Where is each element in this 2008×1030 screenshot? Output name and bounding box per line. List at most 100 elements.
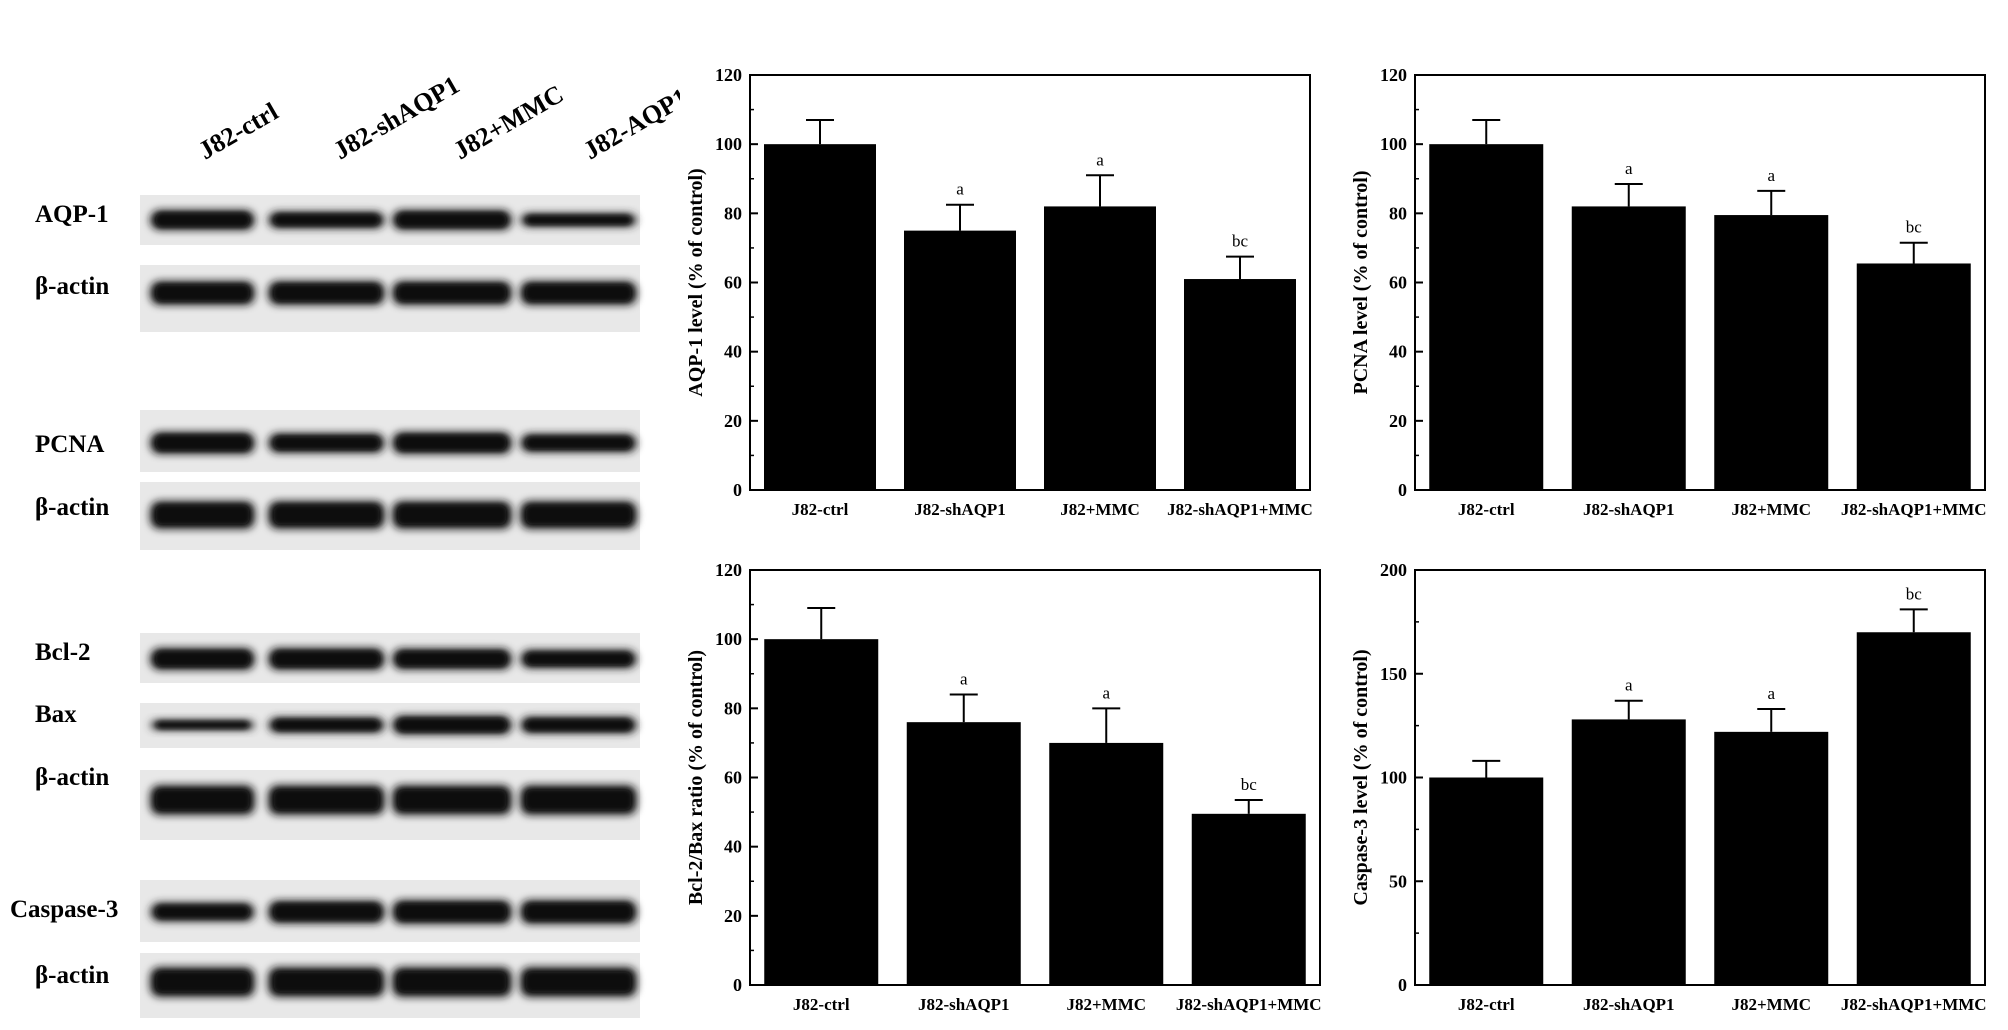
y-tick-label: 100 <box>1380 134 1407 154</box>
bar <box>1191 813 1306 985</box>
blot-band-core <box>526 904 631 920</box>
x-tick-label: J82-shAQP1+MMC <box>1176 995 1322 1014</box>
significance-label: a <box>1102 683 1110 702</box>
blot-band-core <box>156 285 249 301</box>
chart-pcna: 0 20 40 60 80 100 120 PCNA level (% of control)… <box>1350 65 1987 519</box>
x-tick-label: J82-shAQP1+MMC <box>1841 995 1987 1014</box>
bar <box>1714 731 1829 985</box>
x-tick-label: J82-shAQP1+MMC <box>1841 500 1987 519</box>
blot-band-core <box>398 718 506 732</box>
blot-band-core <box>526 285 631 301</box>
blot-band-core <box>398 505 506 525</box>
bar <box>1856 263 1971 490</box>
y-axis-label: Caspase-3 level (% of control) <box>1350 649 1372 905</box>
y-tick-label: 0 <box>1398 975 1407 995</box>
bar <box>1571 719 1686 985</box>
lane-label: J82-ctrl <box>194 97 284 165</box>
y-tick-label: 100 <box>1380 768 1407 788</box>
chart-caspase3: 0 50 100 150 200 Caspase-3 level (% of contro… <box>1350 560 1987 1014</box>
x-tick-label: J82-ctrl <box>793 995 850 1014</box>
blot-band-core <box>274 436 379 450</box>
blot-band-core <box>274 972 379 992</box>
blot-band-core <box>526 436 631 450</box>
bar <box>1184 279 1296 490</box>
x-tick-label: J82+MMC <box>1731 995 1811 1014</box>
blot-band-core <box>526 505 631 525</box>
y-tick-label: 0 <box>733 975 742 995</box>
blot-band-core <box>274 904 379 920</box>
significance-label: bc <box>1232 232 1249 251</box>
blot-band-core <box>398 435 506 451</box>
y-tick-label: 20 <box>724 906 742 926</box>
y-tick-label: 0 <box>1398 480 1407 500</box>
chart-aqp1: 0 20 40 60 80 100 120 AQP-1 level (% of control… <box>685 65 1313 519</box>
blot-band-core <box>398 790 506 810</box>
bar <box>1714 215 1829 490</box>
y-tick-label: 40 <box>724 837 742 857</box>
y-axis-label: AQP-1 level (% of control) <box>685 168 707 396</box>
y-tick-label: 60 <box>724 768 742 788</box>
blot-band-core <box>398 652 506 666</box>
blot-band-core <box>274 719 379 731</box>
y-tick-label: 0 <box>733 480 742 500</box>
blot-band-core <box>398 285 506 301</box>
blot-band-core <box>156 905 249 919</box>
x-tick-label: J82+MMC <box>1060 500 1140 519</box>
x-tick-label: J82+MMC <box>1066 995 1146 1014</box>
y-tick-label: 120 <box>1380 65 1407 85</box>
blot-band-core <box>526 972 631 992</box>
x-tick-label: J82+MMC <box>1731 500 1811 519</box>
x-tick-label: J82-ctrl <box>1458 995 1515 1014</box>
significance-label: a <box>1096 150 1104 169</box>
blot-row-label: β-actin <box>35 962 109 989</box>
bar <box>1429 777 1544 985</box>
y-tick-label: 60 <box>724 273 742 293</box>
y-tick-label: 20 <box>724 411 742 431</box>
bar <box>764 144 876 490</box>
significance-label: a <box>1767 166 1775 185</box>
significance-label: bc <box>1906 218 1923 237</box>
blot-row-label: β-actin <box>35 764 109 791</box>
x-tick-label: J82-ctrl <box>1458 500 1515 519</box>
y-tick-label: 100 <box>715 629 742 649</box>
bar <box>764 639 879 985</box>
blot-band-core <box>156 213 249 227</box>
blot-band-core <box>274 790 379 810</box>
blot-row-label: PCNA <box>35 431 104 458</box>
x-tick-label: J82-shAQP1 <box>1583 500 1675 519</box>
blot-row-label: β-actin <box>35 494 109 521</box>
x-tick-label: J82-shAQP1 <box>914 500 1006 519</box>
blot-band-core <box>156 721 249 729</box>
y-axis-label: PCNA level (% of control) <box>1350 170 1372 394</box>
blot-band-core <box>156 505 249 525</box>
blot-band-core <box>526 652 631 666</box>
blot-band-core <box>526 790 631 810</box>
y-tick-label: 80 <box>1389 203 1407 223</box>
y-axis-label: Bcl-2/Bax ratio (% of control) <box>685 650 707 905</box>
significance-label: bc <box>1906 584 1923 603</box>
blot-band-core <box>274 214 379 226</box>
blot-band-core <box>156 972 249 992</box>
x-tick-label: J82-shAQP1+MMC <box>1167 500 1313 519</box>
blot-row-label: Bax <box>35 701 77 728</box>
y-tick-label: 120 <box>715 65 742 85</box>
blot-band-core <box>274 505 379 525</box>
blot-band-core <box>274 651 379 667</box>
blot-band-core <box>156 651 249 667</box>
significance-label: bc <box>1241 775 1258 794</box>
bar <box>1856 632 1971 985</box>
blot-row-label: Bcl-2 <box>35 639 91 666</box>
blot-row-label: Caspase-3 <box>10 896 118 923</box>
blot-band-core <box>526 719 631 731</box>
y-tick-label: 150 <box>1380 664 1407 684</box>
blot-band-core <box>156 435 249 451</box>
lane-label: J82+MMC <box>449 79 569 165</box>
bar <box>904 230 1016 490</box>
y-tick-label: 80 <box>724 203 742 223</box>
blot-band-core <box>398 904 506 920</box>
y-tick-label: 40 <box>724 342 742 362</box>
y-tick-label: 60 <box>1389 273 1407 293</box>
lane-label: J82-shAQP1 <box>329 70 465 165</box>
bar <box>1571 206 1686 490</box>
